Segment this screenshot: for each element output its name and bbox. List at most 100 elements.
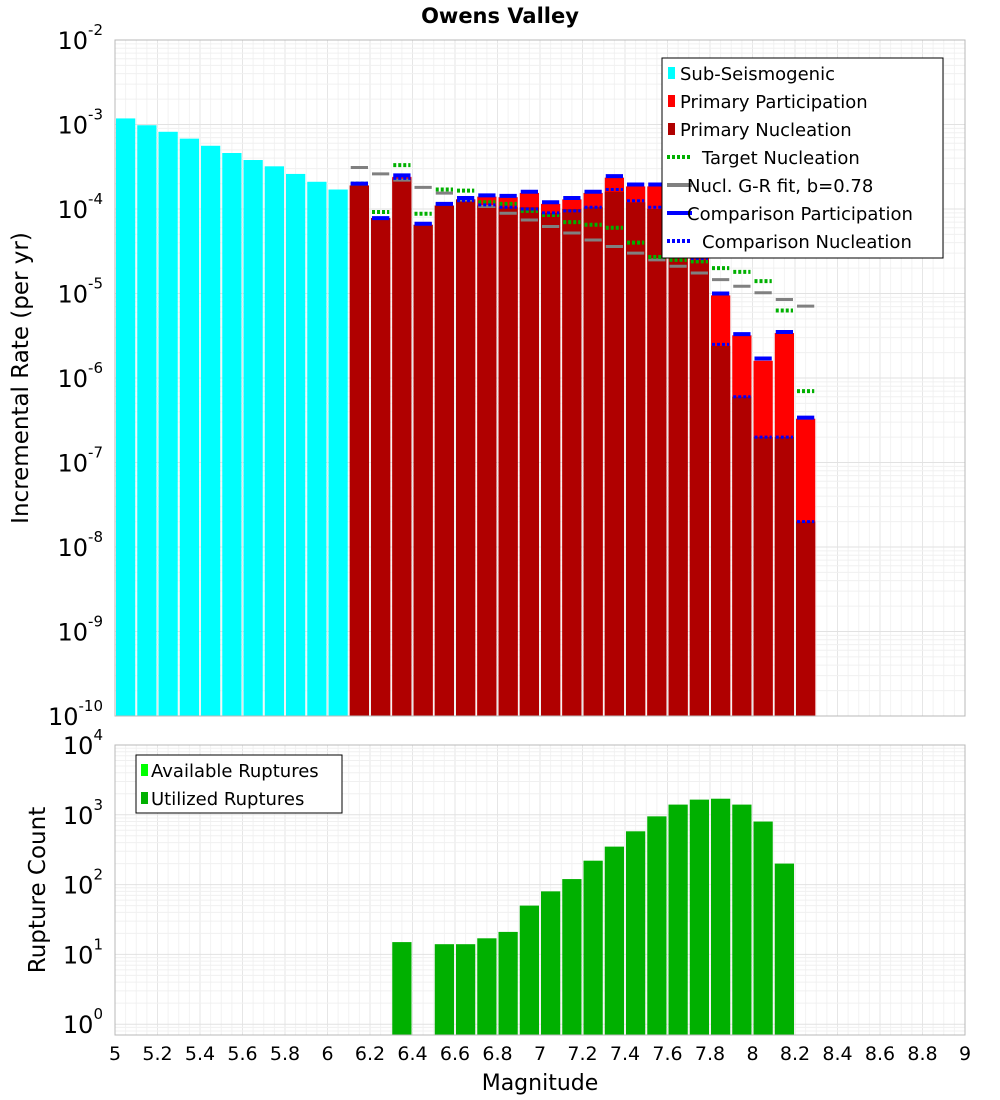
- utilized-ruptures-bar: [647, 816, 667, 1035]
- legend-label: Utilized Ruptures: [151, 789, 304, 810]
- primary-nucleation-bar: [711, 345, 731, 716]
- primary-nucleation-bar: [477, 205, 497, 716]
- rate-y-tick-label: 10-6: [57, 359, 103, 393]
- rate-y-tick-label: 10-9: [57, 613, 103, 647]
- rate-y-axis-label: Incremental Rate (per yr): [8, 232, 34, 524]
- chart-title: Owens Valley: [421, 4, 579, 28]
- count-y-tick-label: 103: [63, 796, 103, 830]
- primary-nucleation-bar: [732, 396, 752, 716]
- primary-nucleation-bar: [349, 185, 369, 717]
- legend-swatch: [668, 67, 675, 79]
- rate-y-tick-label: 10-4: [57, 190, 103, 224]
- sub-seismogenic-bar: [222, 152, 242, 717]
- utilized-ruptures-bar: [541, 891, 561, 1035]
- legend-swatch: [141, 764, 148, 776]
- primary-nucleation-bar: [604, 191, 624, 717]
- primary-nucleation-bar: [626, 202, 646, 716]
- sub-seismogenic-bar: [179, 138, 199, 716]
- x-tick-label: 7.4: [610, 1043, 640, 1065]
- x-tick-label: 6: [321, 1043, 333, 1065]
- utilized-ruptures-bar: [498, 931, 518, 1035]
- x-tick-label: 5.2: [142, 1043, 172, 1065]
- x-tick-label: 6.8: [482, 1043, 512, 1065]
- x-tick-label: 8.6: [865, 1043, 895, 1065]
- x-tick-label: 5.6: [227, 1043, 257, 1065]
- sub-seismogenic-bar: [201, 145, 221, 717]
- x-tick-label: 7.2: [567, 1043, 597, 1065]
- sub-seismogenic-bar: [243, 160, 263, 716]
- legend-box: [661, 57, 944, 259]
- utilized-ruptures-bar: [711, 798, 731, 1035]
- x-tick-label: 8.2: [780, 1043, 810, 1065]
- utilized-ruptures-bar: [774, 863, 794, 1035]
- x-tick-label: 5.8: [270, 1043, 300, 1065]
- legend-label: Primary Participation: [680, 92, 868, 113]
- rate-legend: Sub-Seismogenic Primary Participation Prim…: [661, 57, 944, 259]
- utilized-ruptures-bar: [392, 942, 412, 1035]
- x-tick-label: 9: [959, 1043, 971, 1065]
- utilized-ruptures-bar: [434, 944, 454, 1035]
- sub-seismogenic-bar: [264, 166, 284, 716]
- sub-seismogenic-bar: [307, 181, 327, 717]
- legend-label: Nucl. G-R fit, b=0.78: [687, 176, 873, 197]
- primary-nucleation-bar: [583, 207, 603, 716]
- primary-nucleation-bar: [753, 437, 773, 716]
- sub-seismogenic-bar: [328, 189, 348, 716]
- primary-nucleation-bar: [774, 437, 794, 716]
- legend-swatch: [668, 95, 675, 107]
- x-tick-label: 7: [534, 1043, 546, 1065]
- x-tick-label: 5.4: [185, 1043, 215, 1065]
- utilized-ruptures-bar: [689, 799, 709, 1035]
- utilized-ruptures-bar: [753, 821, 773, 1035]
- legend-swatch: [668, 123, 675, 135]
- rate-y-tick-label: 10-8: [57, 528, 103, 562]
- utilized-ruptures-bar: [519, 905, 539, 1035]
- x-tick-label: 5: [109, 1043, 121, 1065]
- x-tick-label: 8.8: [907, 1043, 937, 1065]
- legend-label: Comparison Nucleation: [702, 232, 912, 253]
- x-tick-label: 7.8: [695, 1043, 725, 1065]
- primary-nucleation-bar: [519, 207, 539, 716]
- primary-nucleation-bar: [541, 212, 561, 716]
- utilized-ruptures-bar: [626, 831, 646, 1035]
- rupture-count-plot: 100 101 102 103 104 5 5.2 5.4 5.6 5.8 6 6.2 6.4 6.6 6…: [25, 726, 971, 1096]
- sub-seismogenic-bar: [137, 125, 157, 716]
- count-y-tick-label: 101: [63, 935, 103, 969]
- legend-box: [135, 754, 343, 814]
- legend-label: Target Nucleation: [701, 148, 860, 169]
- utilized-ruptures-bar: [668, 804, 688, 1035]
- primary-nucleation-bar: [456, 199, 476, 717]
- rate-y-tick-label: 10-7: [57, 444, 103, 478]
- legend-label: Sub-Seismogenic: [680, 64, 835, 85]
- count-y-tick-label: 102: [63, 866, 103, 900]
- rate-y-tick-label: 10-10: [48, 697, 103, 731]
- sub-seismogenic-bar: [116, 118, 136, 717]
- x-tick-label: 6.6: [440, 1043, 470, 1065]
- x-axis-label: Magnitude: [482, 1071, 599, 1096]
- x-tick-label: 6.4: [397, 1043, 427, 1065]
- count-y-tick-label: 100: [63, 1005, 103, 1039]
- primary-nucleation-bar: [689, 259, 709, 716]
- count-y-tick-label: 104: [63, 726, 103, 760]
- utilized-ruptures-bar: [562, 879, 582, 1035]
- legend-label: Available Ruptures: [151, 761, 319, 782]
- primary-nucleation-bar: [434, 205, 454, 716]
- rate-y-tick-label: 10-2: [57, 21, 103, 55]
- primary-nucleation-bar: [562, 209, 582, 716]
- primary-nucleation-bar: [796, 521, 816, 716]
- utilized-ruptures-bar: [732, 804, 752, 1035]
- primary-nucleation-bar: [371, 218, 391, 716]
- utilized-ruptures-bar: [583, 860, 603, 1035]
- primary-nucleation-bar: [668, 238, 688, 717]
- x-tick-label: 8.4: [822, 1043, 852, 1065]
- sub-seismogenic-bar: [286, 173, 306, 716]
- count-y-axis-label: Rupture Count: [25, 807, 51, 973]
- rate-y-tick-label: 10-5: [57, 275, 103, 309]
- rate-y-tick-label: 10-3: [57, 106, 103, 140]
- utilized-ruptures-bar: [604, 846, 624, 1035]
- primary-nucleation-bar: [498, 207, 518, 716]
- primary-nucleation-bar: [413, 224, 433, 716]
- sub-seismogenic-bar: [158, 131, 178, 717]
- legend-label: Comparison Participation: [687, 204, 913, 225]
